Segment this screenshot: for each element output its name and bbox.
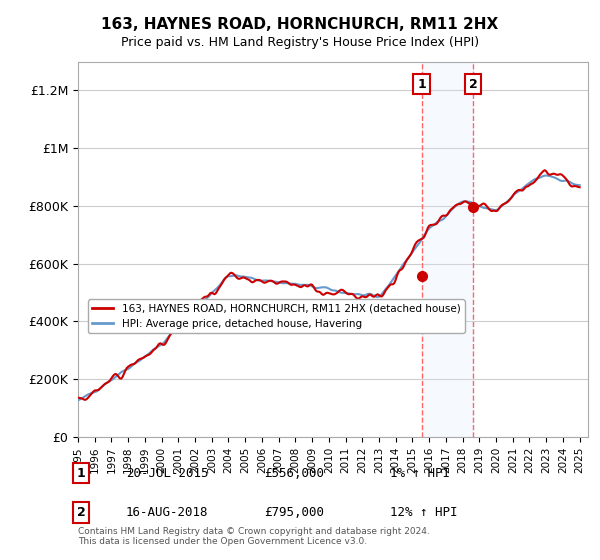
Text: 12% ↑ HPI: 12% ↑ HPI xyxy=(390,506,458,519)
Bar xyxy=(422,62,473,437)
Legend: 163, HAYNES ROAD, HORNCHURCH, RM11 2HX (detached house), HPI: Average price, det: 163, HAYNES ROAD, HORNCHURCH, RM11 2HX (… xyxy=(88,300,464,333)
Text: Price paid vs. HM Land Registry's House Price Index (HPI): Price paid vs. HM Land Registry's House … xyxy=(121,36,479,49)
Text: £556,000: £556,000 xyxy=(264,466,324,480)
Text: 2: 2 xyxy=(77,506,85,519)
Text: Contains HM Land Registry data © Crown copyright and database right 2024.
This d: Contains HM Land Registry data © Crown c… xyxy=(78,526,430,546)
Text: 1: 1 xyxy=(417,78,426,91)
Text: £795,000: £795,000 xyxy=(264,506,324,519)
Text: 1: 1 xyxy=(77,466,85,480)
Text: 163, HAYNES ROAD, HORNCHURCH, RM11 2HX: 163, HAYNES ROAD, HORNCHURCH, RM11 2HX xyxy=(101,17,499,32)
Text: 1% ↑ HPI: 1% ↑ HPI xyxy=(390,466,450,480)
Text: 2: 2 xyxy=(469,78,478,91)
Text: 16-AUG-2018: 16-AUG-2018 xyxy=(126,506,209,519)
Text: 20-JUL-2015: 20-JUL-2015 xyxy=(126,466,209,480)
